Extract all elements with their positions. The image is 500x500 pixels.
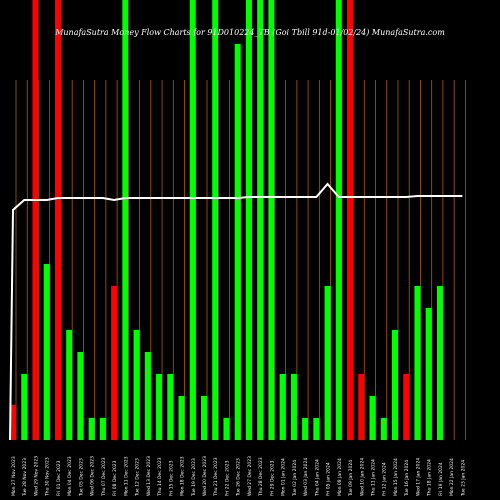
bar: [425, 308, 432, 440]
x-tick-label: Thu 28 Dec 2023: [258, 457, 264, 497]
bar: [257, 0, 264, 440]
bar: [77, 352, 84, 440]
bar: [32, 0, 39, 440]
x-tick-label: Tue 26 Dec 2023: [236, 458, 242, 497]
x-tick-label: Tue 12 Dec 2023: [135, 458, 141, 497]
bar: [88, 418, 95, 440]
bar: [167, 374, 174, 440]
bar: [279, 374, 286, 440]
x-tick-label: Mon 15 Jan 2024: [393, 458, 399, 496]
x-tick-label: Tue 16 Jan 2024: [404, 460, 410, 497]
bar: [436, 286, 443, 440]
bar: [391, 330, 398, 440]
bar: [111, 286, 118, 440]
bar: [133, 330, 140, 440]
x-tick-label: Tue 28 Nov 2023: [22, 458, 28, 497]
x-tick-label: Fri 08 Dec 2023: [112, 460, 118, 496]
bar: [245, 0, 252, 440]
bar: [43, 264, 50, 440]
bar: [290, 374, 297, 440]
bar-series: [10, 0, 443, 440]
bar: [234, 44, 241, 440]
bar: [200, 396, 207, 440]
chart-title: MunafaSutra Money Flow Charts for 91D010…: [55, 28, 445, 37]
x-tick-label: Mon 08 Jan 2024: [337, 458, 343, 496]
bar: [156, 374, 163, 440]
bar: [66, 330, 73, 440]
bar: [369, 396, 376, 440]
bar: [223, 418, 230, 440]
x-tick-label: Thu 11 Jan 2024: [371, 459, 377, 497]
x-tick-label: Fri 15 Dec 2023: [168, 460, 174, 496]
bar: [99, 418, 106, 440]
x-tick-label: Tue 02 Jan 2024: [292, 460, 298, 497]
x-tick-label: Fri 12 Jan 2024: [382, 462, 388, 496]
bar: [380, 418, 387, 440]
x-tick-label: Fri 29 Dec 2023: [269, 460, 275, 496]
x-tick-label: Thu 21 Dec 2023: [213, 457, 219, 497]
x-tick-label: Mon 22 Jan 2024: [449, 458, 455, 496]
bar: [403, 374, 410, 440]
x-tick-label: Wed 03 Jan 2024: [303, 458, 309, 496]
bar: [21, 374, 28, 440]
x-tick-label: Wed 29 Nov 2023: [33, 456, 39, 496]
x-tick-label: Thu 14 Dec 2023: [157, 457, 163, 497]
bar: [335, 0, 342, 440]
bar: [212, 0, 219, 440]
x-tick-label: Tue 05 Dec 2023: [78, 458, 84, 497]
x-tick-label: Wed 17 Jan 2024: [415, 458, 421, 496]
bar: [10, 404, 16, 440]
flow-line: [9, 182, 463, 441]
x-tick-label: Thu 18 Jan 2024: [427, 459, 433, 497]
x-tick-label: Mon 01 Jan 2024: [281, 458, 287, 496]
x-tick-label: Mon 18 Dec 2023: [180, 456, 186, 496]
x-tick-label: Fri 05 Jan 2024: [326, 462, 332, 496]
x-tick-labels: Mon 27 Nov 2023 Tue 28 Nov 2023 Wed 29 Nov…: [11, 456, 466, 497]
x-tick-label: Wed 06 Dec 2023: [90, 456, 96, 496]
bar: [144, 352, 151, 440]
x-tick-label: Fri 19 Jan 2024: [438, 462, 444, 496]
x-tick-label: Fri 01 Dec 2023: [56, 460, 62, 496]
x-tick-label: Thu 04 Jan 2024: [314, 459, 320, 497]
bar: [122, 0, 129, 440]
x-tick-label: Thu 30 Nov 2023: [45, 457, 51, 497]
x-tick-label: Thu 07 Dec 2023: [101, 457, 107, 497]
x-tick-label: Mon 27 Nov 2023: [11, 456, 17, 496]
x-tick-label: Mon 04 Dec 2023: [67, 456, 73, 496]
bar: [178, 396, 185, 440]
x-tick-label: Mon 11 Dec 2023: [123, 456, 129, 496]
x-tick-label: Tue 19 Dec 2023: [191, 458, 197, 497]
x-tick-label: Wed 20 Dec 2023: [202, 456, 208, 496]
bar: [324, 286, 331, 440]
x-tick-label: Wed 27 Dec 2023: [247, 456, 253, 496]
bar: [268, 0, 275, 440]
x-tick-label: Wed 10 Jan 2024: [359, 458, 365, 496]
x-tick-label: Tue 23 Jan 2024: [460, 460, 466, 497]
bar: [414, 286, 421, 440]
x-tick-label: Wed 13 Dec 2023: [146, 456, 152, 496]
bar: [313, 418, 320, 440]
x-tick-label: Fri 22 Dec 2023: [224, 460, 230, 496]
bar: [347, 0, 354, 440]
x-tick-label: Tue 09 Jan 2024: [348, 460, 354, 497]
bar: [54, 0, 61, 440]
bar: [302, 418, 309, 440]
bar: [358, 374, 365, 440]
bar: [189, 0, 196, 440]
